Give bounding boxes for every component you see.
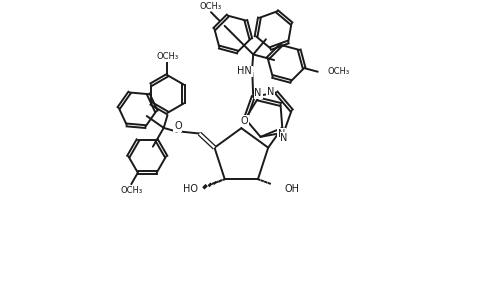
Text: N: N (278, 129, 285, 139)
Text: OCH₃: OCH₃ (200, 2, 222, 11)
Text: HN: HN (238, 66, 252, 76)
Text: OH: OH (284, 184, 299, 194)
Text: OCH₃: OCH₃ (327, 67, 349, 76)
Text: OCH₃: OCH₃ (156, 52, 179, 61)
Text: O: O (240, 116, 248, 126)
Text: N: N (267, 87, 274, 97)
Text: N: N (281, 133, 288, 143)
Text: HO: HO (184, 184, 198, 194)
Text: O: O (174, 121, 182, 131)
Text: N: N (254, 88, 262, 98)
Text: OCH₃: OCH₃ (120, 186, 142, 195)
